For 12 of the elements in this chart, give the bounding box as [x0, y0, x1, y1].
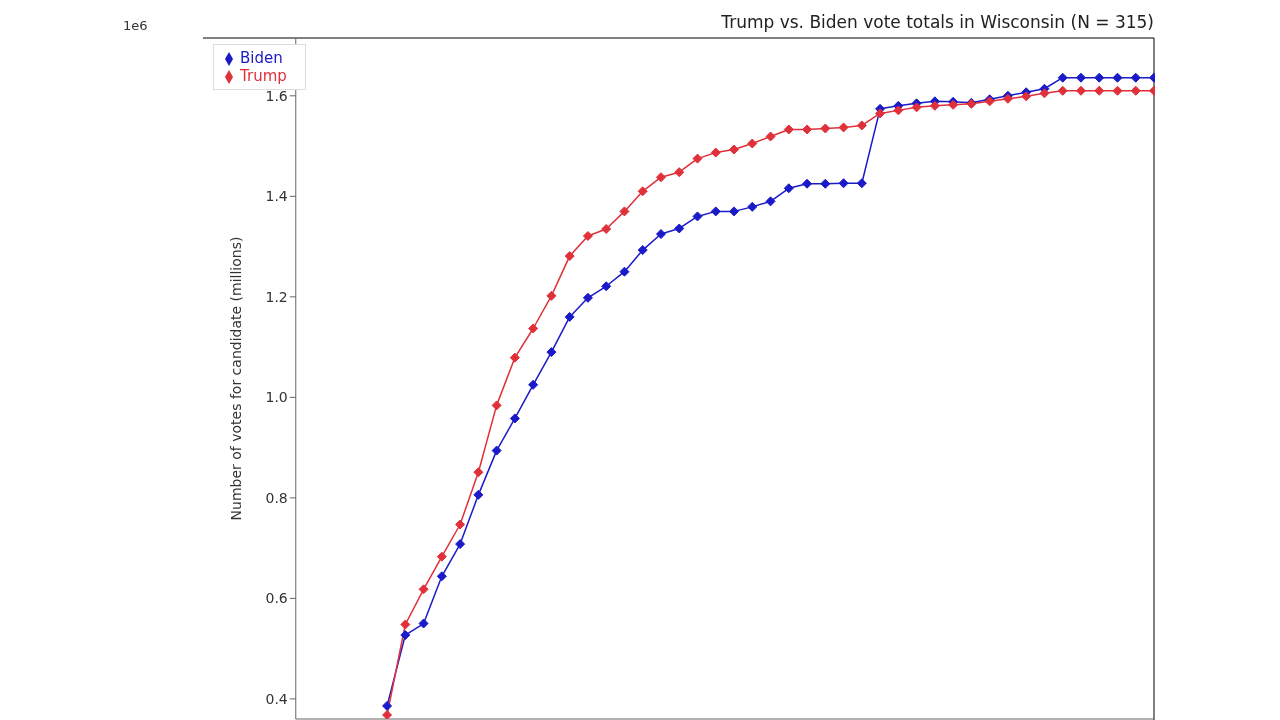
chart-title: Trump vs. Biden vote totals in Wisconsin (N = 315): [721, 12, 1154, 32]
y-tick-label: 1.4: [265, 188, 288, 205]
y-axis-title: Number of votes for candidate (millions): [227, 236, 244, 521]
y-tick-label: 0.8: [265, 489, 288, 506]
legend-label: Biden: [240, 49, 283, 67]
legend-label: Trump: [240, 67, 287, 85]
y-tick-label: 0.4: [265, 690, 288, 707]
y-tick-label: 1.2: [265, 288, 288, 305]
y-tick-label: 1.6: [265, 87, 288, 104]
text: 1e6: [123, 18, 148, 33]
y-tick-label: 0.6: [265, 590, 288, 607]
y-tick-label: 1.0: [265, 389, 288, 406]
